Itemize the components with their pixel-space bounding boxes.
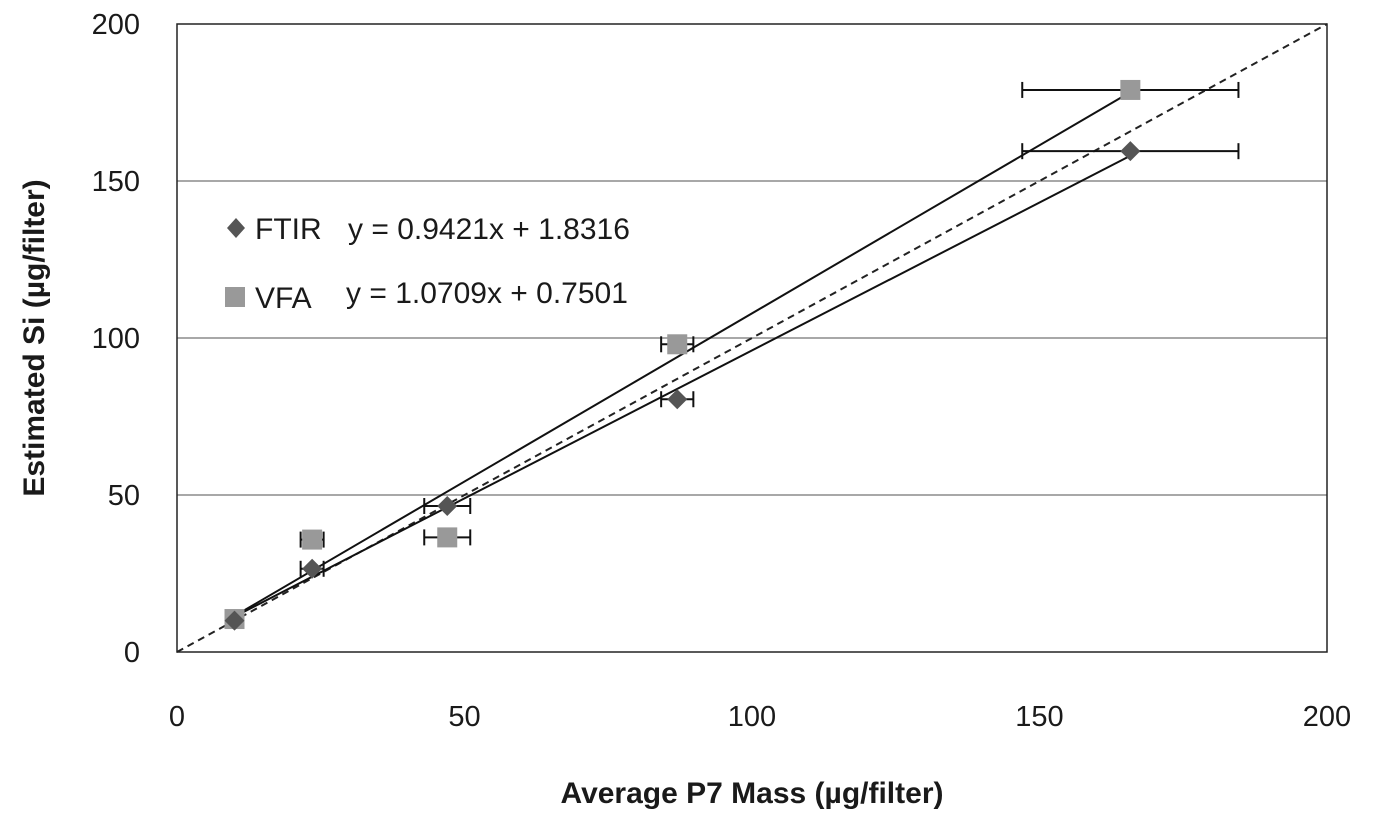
legend: FTIR y = 0.9421x + 1.8316 VFA y = 1.0709… [225, 213, 630, 315]
y-tick-label: 0 [124, 637, 140, 669]
y-tick-label: 50 [108, 480, 140, 512]
legend-vfa-square-icon [225, 287, 245, 307]
x-axis-title: Average P7 Mass (µg/filter) [561, 777, 944, 810]
legend-ftir-equation: y = 0.9421x + 1.8316 [348, 213, 630, 246]
x-tick-label: 200 [1303, 701, 1351, 733]
x-tick-label: 100 [728, 701, 776, 733]
x-tick-label: 150 [1015, 701, 1063, 733]
x-tick-label: 50 [448, 701, 480, 733]
data-point-vfa [302, 529, 323, 550]
data-point-ftir [224, 610, 245, 631]
legend-vfa-label: VFA [255, 282, 312, 315]
fit-lines-layer [233, 91, 1131, 618]
y-axis-ticks: 0 50 100 150 200 [92, 9, 140, 669]
y-tick-label: 200 [92, 9, 140, 41]
data-point-ftir [302, 558, 323, 579]
y-axis-title: Estimated Si (µg/filter) [18, 179, 51, 496]
data-point-vfa [437, 527, 458, 548]
x-tick-label: 0 [169, 701, 185, 733]
data-point-ftir [1120, 141, 1141, 162]
legend-ftir-diamond-icon [227, 218, 245, 238]
x-axis-ticks: 0 50 100 150 200 [169, 701, 1351, 733]
y-tick-label: 150 [92, 166, 140, 198]
legend-vfa-equation: y = 1.0709x + 0.7501 [346, 277, 628, 310]
data-point-vfa [667, 334, 688, 355]
data-point-ftir [667, 389, 688, 410]
fit-line-ftir [234, 154, 1131, 618]
plot-area-frame [176, 23, 1328, 653]
y-tick-label: 100 [92, 323, 140, 355]
data-point-vfa [1120, 79, 1141, 100]
gridlines [177, 180, 1327, 496]
markers-layer [224, 79, 1141, 631]
data-point-ftir [437, 495, 458, 516]
legend-ftir-label: FTIR [255, 213, 322, 246]
